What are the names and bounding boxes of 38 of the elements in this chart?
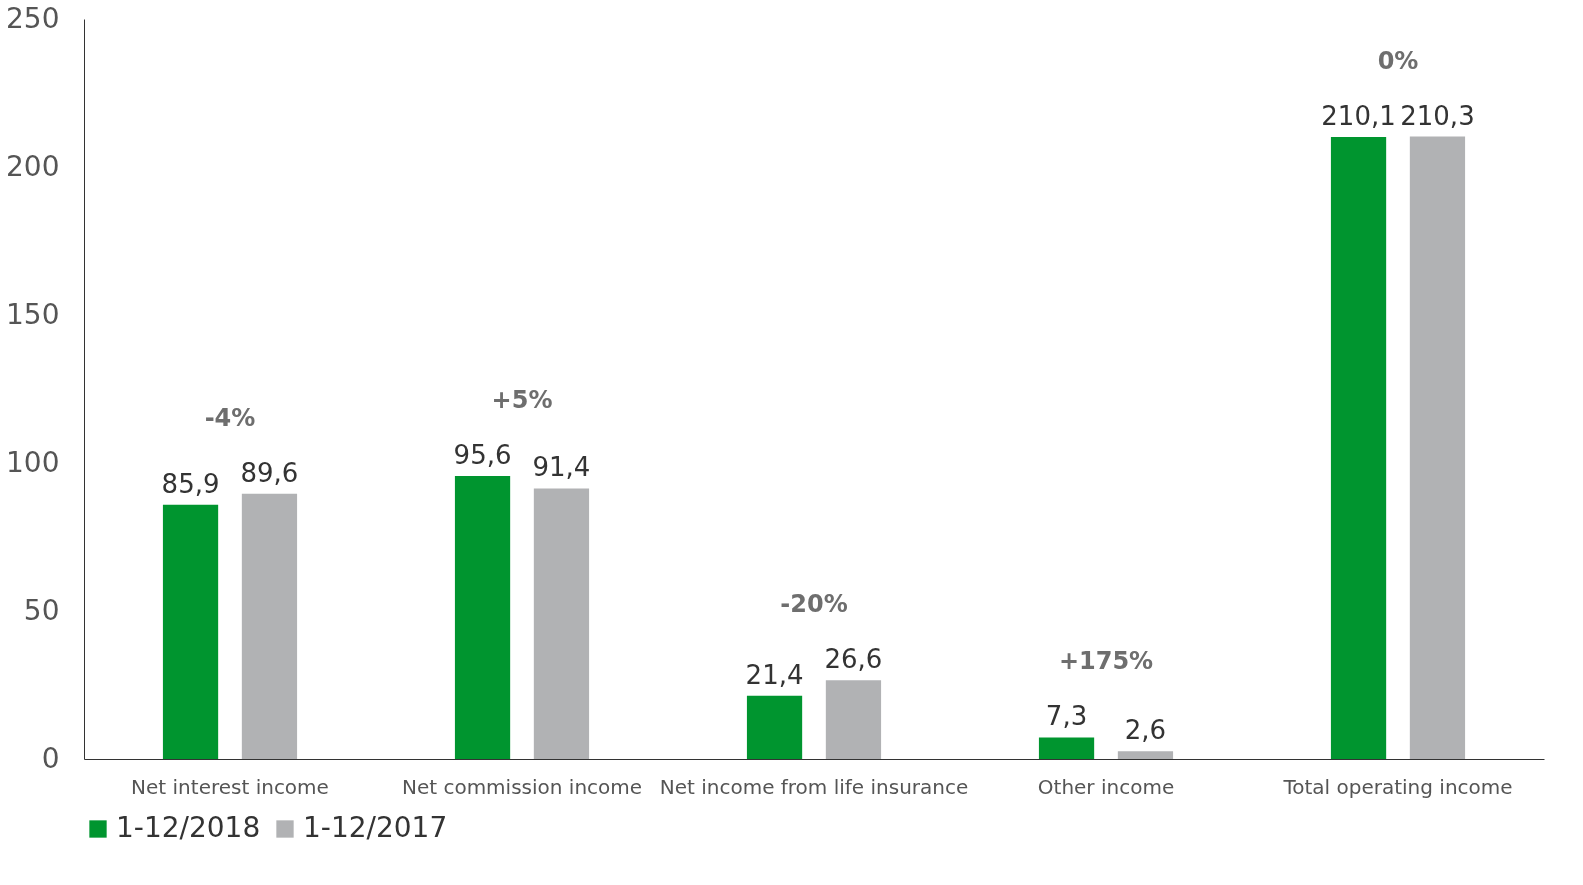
data-label: 7,3 [1045, 701, 1088, 732]
annotation: -20% [780, 590, 848, 619]
bar [1409, 136, 1466, 759]
x-tick-label: Total operating income [1282, 774, 1513, 799]
data-label: 210,1 [1321, 101, 1396, 132]
y-tick-label: 100 [6, 445, 60, 479]
x-tick-label: Net income from life insurance [659, 774, 969, 799]
y-tick-label: 150 [6, 297, 60, 331]
data-label: 85,9 [161, 468, 220, 499]
y-tick-label: 250 [6, 1, 60, 35]
legend-label: 1-12/2018 [116, 811, 261, 844]
annotation: -4% [204, 403, 256, 432]
annotation: 0% [1377, 46, 1419, 75]
bar [162, 504, 219, 759]
y-tick-label: 50 [23, 593, 60, 627]
data-label: 95,6 [453, 440, 512, 471]
x-tick-label: Net interest income [131, 774, 329, 799]
data-label: 89,6 [240, 457, 299, 488]
bar [1117, 751, 1174, 759]
bar [454, 476, 511, 759]
annotation: +5% [491, 386, 553, 415]
x-tick-label: Other income [1037, 774, 1175, 799]
bar [1038, 737, 1095, 759]
y-tick-label: 0 [41, 741, 60, 775]
bar [533, 488, 590, 759]
bar [825, 680, 882, 759]
bar [241, 493, 298, 759]
x-tick-label: Net commission income [401, 774, 643, 799]
data-label: 2,6 [1124, 715, 1167, 746]
data-label: 210,3 [1400, 100, 1475, 131]
data-label: 21,4 [745, 659, 804, 690]
legend-label: 1-12/2017 [303, 811, 448, 844]
bar [1330, 137, 1387, 759]
y-tick-label: 200 [6, 149, 60, 183]
data-label: 91,4 [532, 452, 591, 483]
annotation: +175% [1058, 647, 1154, 676]
data-label: 26,6 [824, 644, 883, 675]
bar [746, 695, 803, 759]
